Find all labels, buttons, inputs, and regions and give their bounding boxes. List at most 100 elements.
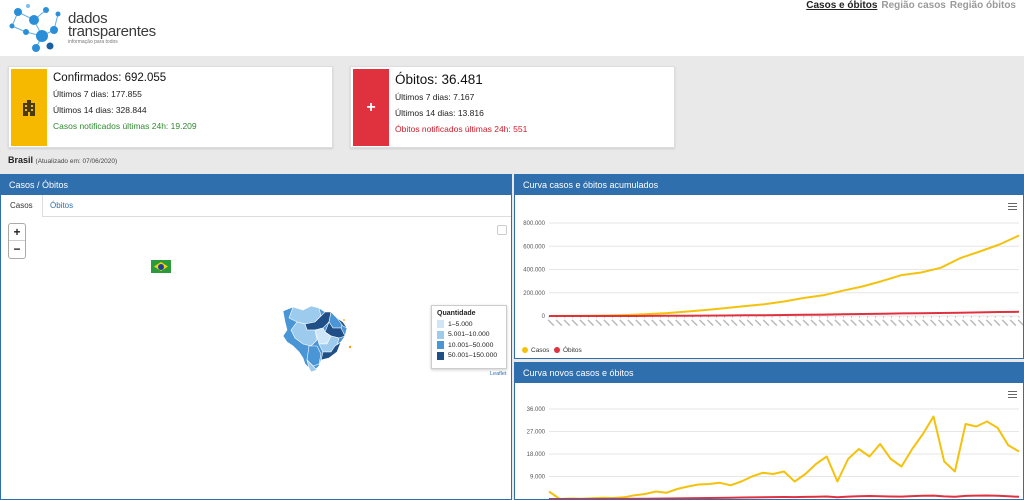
top-nav: Casos e óbitos Região casos Região óbito… — [806, 0, 1016, 11]
x-tick-label — [651, 319, 658, 327]
x-tick-label — [977, 319, 985, 327]
x-tick-label — [858, 319, 865, 327]
x-tick-label — [730, 319, 738, 327]
logo-molecule-icon — [9, 4, 61, 52]
series-line-1[interactable] — [549, 310, 1020, 317]
deaths-last14: Últimos 14 dias: 13.816 — [395, 108, 484, 118]
x-tick-label — [818, 319, 826, 327]
legend-item: 5.001–10.000 — [437, 330, 501, 341]
tab-casos[interactable]: Casos — [1, 195, 43, 217]
x-tick-label — [985, 319, 993, 327]
daily-chart: 9.000 18.000 27.000 36.000 — [527, 407, 1020, 500]
x-tick-label — [611, 319, 619, 327]
x-tick-label — [778, 319, 786, 327]
brazil-flag-icon[interactable] — [151, 260, 171, 273]
x-tick-label — [571, 319, 579, 327]
x-tick-label — [579, 319, 587, 327]
layer-toggle-checkbox[interactable] — [497, 225, 507, 235]
legend-title: Quantidade — [437, 310, 476, 317]
legend-swatch — [437, 320, 444, 329]
cross-icon: + — [353, 69, 389, 146]
x-tick-label — [786, 319, 794, 327]
y-tick-label: 27.000 — [527, 430, 546, 436]
x-tick-label — [706, 319, 714, 327]
legend-label: 5.001–10.000 — [448, 331, 490, 339]
daily-chart-panel: Curva novos casos e óbitos 9.000 18.000 27… — [514, 362, 1024, 500]
x-tick-label — [547, 319, 555, 327]
x-tick-label — [555, 319, 563, 327]
x-tick-label — [921, 319, 929, 327]
x-tick-label — [563, 319, 571, 327]
cumulative-chart-title: Curva casos e óbitos acumulados — [515, 175, 1023, 195]
hospital-icon — [23, 99, 35, 116]
legend-label[interactable]: Casos — [531, 347, 550, 354]
map-panel: Casos / Óbitos Casos Óbitos + − — [0, 174, 512, 500]
x-tick-label — [1017, 319, 1023, 327]
chart-menu-icon[interactable] — [1008, 391, 1017, 398]
x-tick-label — [1001, 319, 1009, 327]
brand-name-line2: transparentes — [68, 23, 156, 40]
x-tick-label — [595, 319, 603, 327]
zoom-out-button[interactable]: − — [13, 242, 21, 256]
x-tick-label — [643, 319, 650, 327]
leaflet-attribution-link[interactable]: Leaflet — [490, 371, 507, 377]
top-bar: dados transparentes informação para todo… — [0, 0, 1024, 56]
legend-label[interactable]: Óbitos — [563, 345, 583, 354]
x-tick-label — [683, 319, 690, 327]
y-tick-label: 600.000 — [523, 244, 545, 250]
x-tick-label — [746, 319, 754, 327]
cumulative-chart: 0 200.000 400.000 600.000 800.000 Casos Óbitos — [522, 221, 1023, 354]
map-panel-title: Casos / Óbitos — [1, 175, 511, 195]
x-tick-label — [826, 319, 834, 327]
legend-label: 50.001–150.000 — [448, 352, 498, 360]
legend-swatch — [437, 341, 444, 350]
x-tick-label — [898, 319, 905, 327]
chart-menu-icon[interactable] — [1008, 203, 1017, 210]
confirmed-icon-box — [11, 69, 47, 146]
confirmed-total: Confirmados: 692.055 — [53, 72, 167, 84]
x-tick-label — [810, 319, 818, 327]
series-line-1[interactable] — [549, 494, 1020, 500]
tab-obitos[interactable]: Óbitos — [50, 201, 74, 210]
x-tick-label — [953, 319, 961, 327]
x-tick-label — [961, 319, 969, 327]
x-tick-label — [906, 319, 913, 327]
x-tick-label — [675, 319, 682, 327]
x-tick-label — [667, 319, 674, 327]
location-label: Brasil (Atualizado em: 07/06/2020) — [8, 155, 117, 165]
logo[interactable]: dados transparentes informação para todo… — [6, 2, 156, 54]
legend-marker[interactable] — [554, 347, 560, 353]
legend-swatch — [437, 351, 444, 360]
legend-item: 50.001–150.000 — [437, 351, 501, 362]
x-tick-label — [587, 319, 595, 327]
y-tick-label: 9.000 — [530, 475, 546, 481]
x-tick-label — [770, 319, 778, 327]
x-tick-label — [619, 319, 626, 327]
x-tick-label — [738, 319, 746, 327]
x-tick-label — [627, 319, 634, 327]
map-canvas[interactable]: + − Quanti — [1, 218, 511, 500]
zoom-in-button[interactable]: + — [9, 224, 25, 241]
x-tick-label — [635, 319, 642, 327]
updated-date: (Atualizado em: 07/06/2020) — [35, 158, 118, 165]
nav-regiao-casos[interactable]: Região casos — [881, 0, 946, 11]
deaths-notified-24h: Óbitos notificados últimas 24h: 551 — [395, 124, 528, 134]
y-tick-label: 18.000 — [527, 452, 546, 458]
x-tick-label — [762, 319, 770, 327]
series-line-0[interactable] — [548, 234, 1020, 317]
deaths-card: + Óbitos: 36.481 Últimos 7 dias: 7.167 Ú… — [350, 66, 675, 148]
nav-casos-obitos[interactable]: Casos e óbitos — [806, 0, 878, 11]
nav-regiao-obitos[interactable]: Região óbitos — [949, 0, 1016, 11]
deaths-last7: Últimos 7 dias: 7.167 — [395, 92, 475, 102]
x-tick-label — [937, 319, 945, 327]
y-tick-label: 800.000 — [523, 221, 545, 227]
x-tick-label — [993, 319, 1001, 327]
y-tick-label: 36.000 — [527, 407, 546, 413]
x-tick-label — [714, 319, 722, 327]
confirmed-last7: Últimos 7 dias: 177.855 — [53, 89, 142, 99]
brand-name-line1: dados — [68, 10, 108, 27]
legend-label: 1–5.000 — [448, 320, 473, 328]
series-line-0[interactable] — [548, 415, 1020, 500]
x-tick-label — [890, 319, 897, 327]
legend-marker[interactable] — [522, 347, 528, 353]
